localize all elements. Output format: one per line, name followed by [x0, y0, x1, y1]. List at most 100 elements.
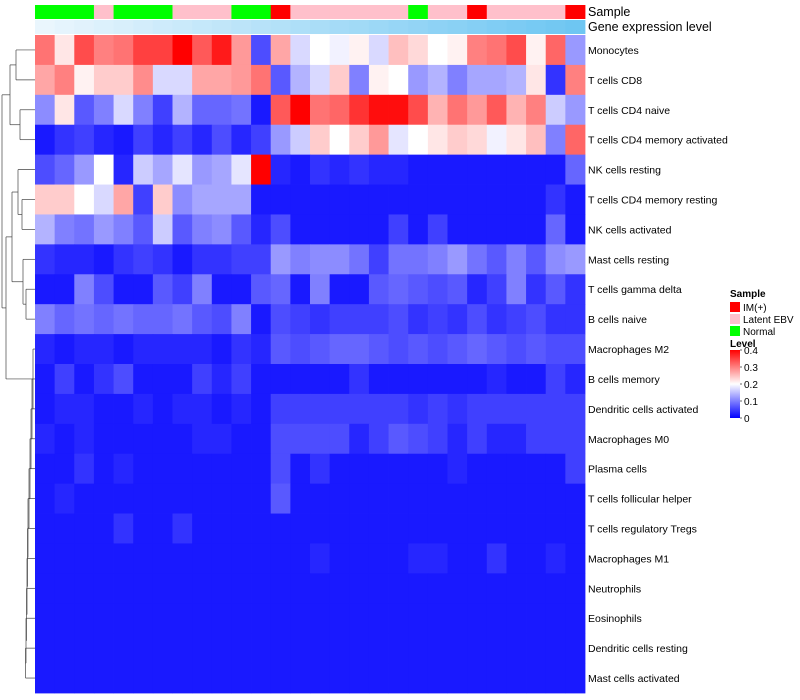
heatmap-cell: [310, 64, 331, 96]
row-label: T cells follicular helper: [588, 494, 692, 506]
heatmap-cell: [172, 393, 193, 425]
heatmap-cell: [290, 64, 311, 96]
heatmap-cell: [447, 364, 468, 395]
heatmap-cell: [231, 334, 252, 365]
legend-level-tick-label: 0.1: [744, 397, 758, 408]
heatmap-cell: [447, 244, 468, 275]
heatmap-cell: [427, 334, 448, 365]
heatmap-cell: [388, 124, 409, 156]
heatmap-cell: [270, 483, 291, 514]
annotation-sample-cell: [172, 5, 193, 19]
heatmap-cell: [35, 603, 56, 634]
heatmap-cell: [35, 244, 56, 275]
heatmap-cell: [172, 304, 193, 335]
heatmap-cell: [74, 453, 95, 485]
heatmap-cell: [251, 184, 272, 215]
heatmap-cell: [290, 453, 311, 485]
heatmap-cell: [310, 663, 331, 694]
heatmap-cell: [113, 94, 134, 126]
heatmap-cell: [231, 423, 252, 455]
heatmap-cell: [506, 274, 527, 305]
heatmap-cell: [133, 334, 154, 365]
heatmap-cell: [133, 364, 154, 395]
annotation-sample-cell: [565, 5, 586, 19]
heatmap-cell: [133, 393, 154, 425]
heatmap-cell: [192, 214, 213, 245]
heatmap-cell: [486, 274, 507, 305]
heatmap-cell: [35, 334, 56, 365]
heatmap-cell: [152, 124, 173, 156]
heatmap-cell: [54, 453, 75, 485]
heatmap-cell: [270, 184, 291, 215]
heatmap-cell: [54, 184, 75, 215]
heatmap-cell: [486, 393, 507, 425]
row-label: Mast cells activated: [588, 673, 680, 685]
heatmap-cell: [486, 603, 507, 634]
heatmap-cell: [54, 603, 75, 634]
heatmap-cell: [506, 35, 527, 66]
heatmap-cell: [113, 603, 134, 634]
heatmap-cell: [349, 94, 370, 126]
heatmap-cell: [486, 304, 507, 335]
heatmap-cell: [467, 633, 488, 664]
heatmap-cell: [565, 214, 586, 245]
heatmap-cell: [74, 393, 95, 425]
heatmap-cell: [152, 154, 173, 185]
heatmap-cell: [408, 334, 429, 365]
heatmap-cell: [74, 94, 95, 126]
legend-level-colorbar: [730, 350, 740, 418]
heatmap-cell: [467, 244, 488, 275]
legend-sample-swatch: [730, 314, 740, 324]
heatmap-cell: [526, 603, 547, 634]
heatmap-cell: [447, 124, 468, 156]
annotation-sample-cell: [427, 5, 448, 19]
heatmap-cell: [35, 483, 56, 514]
heatmap-cell: [270, 94, 291, 126]
heatmap-cell: [467, 184, 488, 215]
heatmap-cell: [526, 184, 547, 215]
heatmap-cell: [388, 214, 409, 245]
annotation-expression-cell: [192, 20, 213, 34]
heatmap-cell: [54, 633, 75, 664]
heatmap-cell: [113, 663, 134, 694]
heatmap-cell: [565, 35, 586, 66]
row-dendrogram: [1, 49, 35, 679]
heatmap-cell: [467, 35, 488, 66]
heatmap-cell: [133, 274, 154, 305]
heatmap-cell: [172, 184, 193, 215]
heatmap-cell: [526, 304, 547, 335]
heatmap-cell: [565, 124, 586, 156]
heatmap-cell: [133, 154, 154, 185]
heatmap-cell: [526, 154, 547, 185]
heatmap-cell: [231, 35, 252, 66]
annotation-sample-cell: [388, 5, 409, 19]
heatmap-cell: [54, 304, 75, 335]
heatmap-cell: [152, 453, 173, 485]
heatmap-cell: [467, 453, 488, 485]
row-label: B cells naive: [588, 314, 647, 326]
heatmap-cell: [152, 184, 173, 215]
annotation-sample-cell: [133, 5, 154, 19]
heatmap-cell: [447, 453, 468, 485]
heatmap-cell: [467, 154, 488, 185]
heatmap-cell: [310, 35, 331, 66]
heatmap-cell: [192, 513, 213, 544]
heatmap-cell: [506, 483, 527, 514]
heatmap-cell: [388, 483, 409, 514]
heatmap-cell: [545, 35, 566, 66]
annotation-expression-cell: [349, 20, 370, 34]
heatmap-cell: [526, 423, 547, 455]
heatmap-cell: [329, 304, 350, 335]
heatmap-cell: [113, 35, 134, 66]
heatmap-cell: [526, 274, 547, 305]
heatmap-cell: [467, 483, 488, 514]
heatmap-cell: [93, 633, 114, 664]
heatmap-cell: [251, 573, 272, 604]
heatmap-cell: [133, 124, 154, 156]
heatmap-cell: [270, 244, 291, 275]
heatmap-cell: [368, 35, 389, 66]
heatmap-cell: [545, 64, 566, 96]
row-label: Dendritic cells resting: [588, 643, 688, 655]
heatmap-cell: [152, 393, 173, 425]
